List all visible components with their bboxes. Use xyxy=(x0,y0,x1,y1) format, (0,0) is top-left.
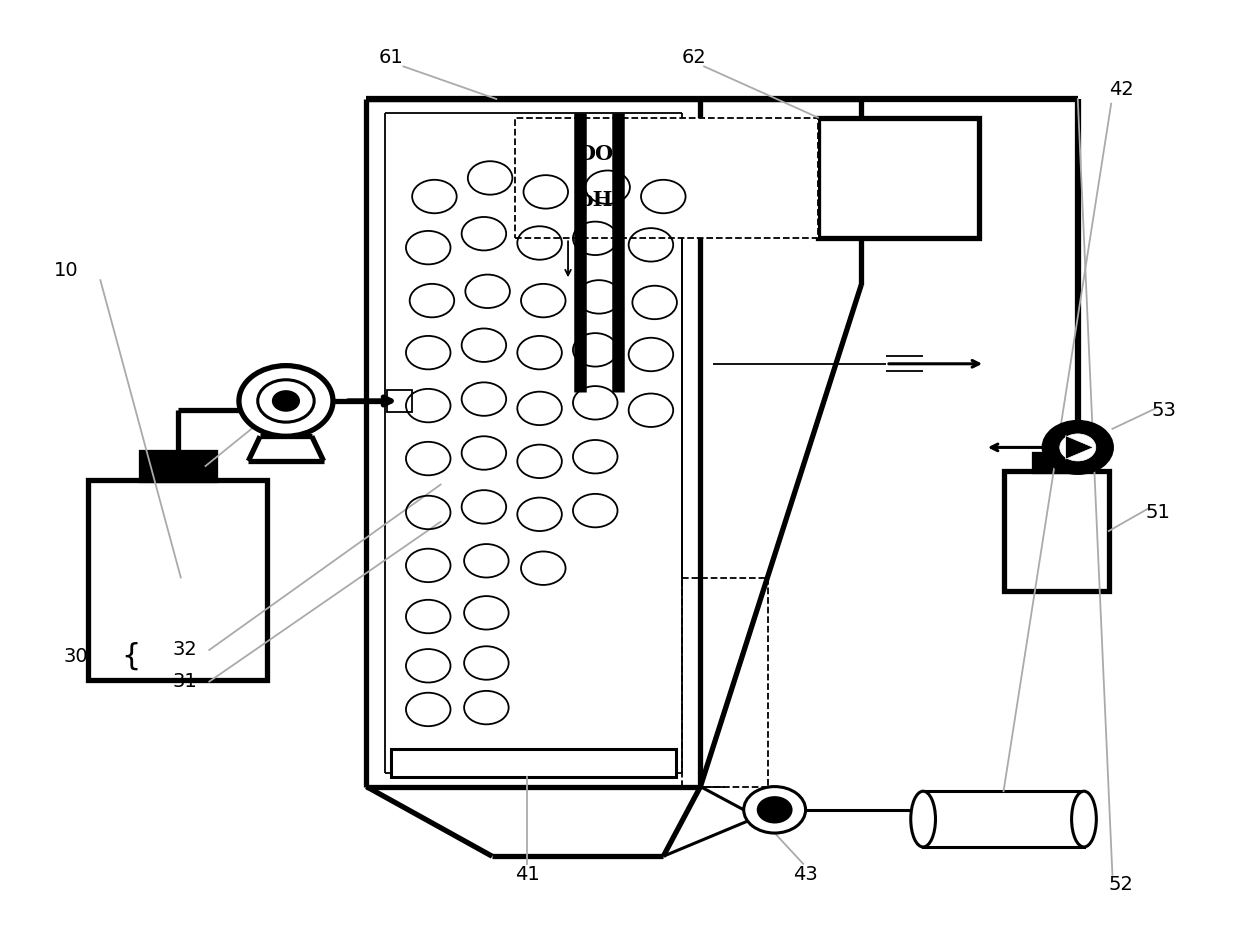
Bar xyxy=(387,390,412,412)
Text: 53: 53 xyxy=(1152,401,1177,419)
Text: {: { xyxy=(122,642,141,671)
Text: 31: 31 xyxy=(172,672,197,692)
Text: 52: 52 xyxy=(1109,874,1133,894)
Text: 20: 20 xyxy=(181,466,206,485)
Bar xyxy=(923,791,1084,847)
Ellipse shape xyxy=(1071,791,1096,847)
Circle shape xyxy=(258,379,314,422)
Text: 62: 62 xyxy=(682,48,707,67)
Text: pH: pH xyxy=(578,190,613,210)
Polygon shape xyxy=(1065,435,1094,459)
Text: DO: DO xyxy=(577,144,614,164)
Bar xyxy=(140,452,215,480)
Text: 43: 43 xyxy=(794,865,818,884)
Text: 42: 42 xyxy=(1109,80,1133,99)
Text: 30: 30 xyxy=(63,647,88,666)
Circle shape xyxy=(239,365,334,436)
Bar xyxy=(1034,454,1078,471)
Ellipse shape xyxy=(910,791,935,847)
Bar xyxy=(88,480,268,679)
Text: 51: 51 xyxy=(1146,503,1171,522)
Circle shape xyxy=(1060,434,1096,461)
Text: 61: 61 xyxy=(378,48,403,67)
Circle shape xyxy=(1043,421,1112,473)
Circle shape xyxy=(744,787,806,833)
Bar xyxy=(515,117,818,239)
Bar xyxy=(1003,471,1109,592)
Text: 32: 32 xyxy=(172,640,197,660)
Circle shape xyxy=(273,391,299,411)
Bar xyxy=(391,749,676,777)
Text: 41: 41 xyxy=(515,865,539,884)
Bar xyxy=(818,117,978,239)
Text: 10: 10 xyxy=(53,261,78,281)
Circle shape xyxy=(758,797,791,823)
